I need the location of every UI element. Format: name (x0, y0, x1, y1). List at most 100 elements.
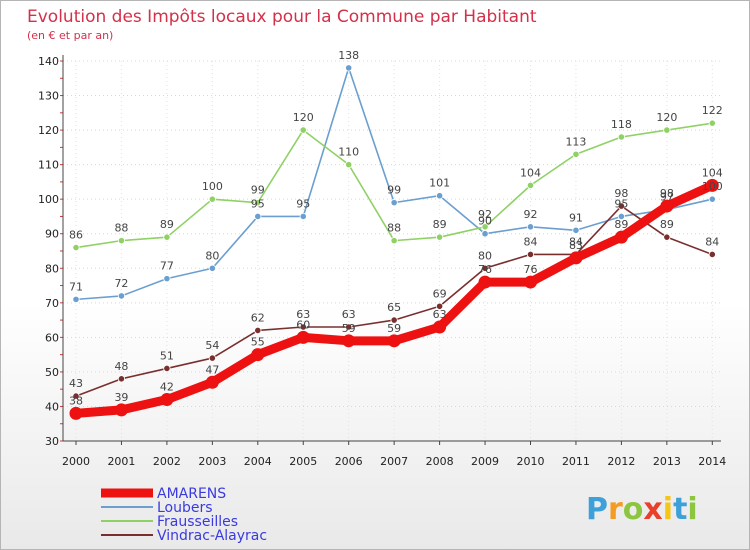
data-point (433, 320, 447, 334)
data-point (526, 223, 535, 231)
data-point (163, 364, 171, 373)
y-tick-label: 120 (38, 124, 59, 137)
legend-label: Frausseilles (157, 514, 238, 530)
data-point (708, 250, 716, 259)
x-tick-label: 2011 (562, 455, 590, 468)
x-tick-label: 2004 (244, 455, 272, 468)
axis-layer: 30 40 50 60 70 80 90 100 110 120 130 140 2000 2001 200… (38, 55, 726, 468)
data-label: 90 (478, 215, 492, 228)
data-point (387, 334, 401, 348)
data-label: 48 (114, 360, 128, 373)
legend: AMARENSLoubersFrausseillesVindrac-Alayra… (101, 486, 267, 544)
data-label: 120 (293, 111, 314, 124)
data-point (524, 275, 537, 289)
data-label: 95 (251, 197, 265, 210)
data-label: 88 (387, 222, 401, 235)
data-label: 120 (656, 111, 677, 124)
data-point (572, 226, 580, 234)
data-label: 80 (205, 249, 219, 262)
y-tick-label: 50 (45, 366, 59, 379)
data-label: 86 (69, 229, 83, 242)
data-point (69, 406, 83, 420)
data-label: 84 (524, 235, 538, 248)
data-point (254, 326, 262, 335)
data-label: 99 (387, 184, 401, 197)
y-tick-label: 90 (45, 228, 59, 241)
data-point (117, 292, 126, 300)
y-tick-label: 60 (45, 331, 59, 344)
data-label: 84 (569, 235, 583, 248)
x-tick-label: 2001 (107, 455, 135, 468)
data-label: 110 (338, 146, 359, 159)
data-point (708, 119, 716, 127)
data-point (163, 275, 171, 283)
logo-letter: x (643, 492, 662, 527)
data-label: 89 (660, 218, 674, 231)
data-label: 54 (205, 339, 219, 352)
data-point (72, 295, 80, 303)
data-point (208, 264, 216, 272)
x-tick-label: 2000 (62, 455, 90, 468)
y-tick-label: 110 (38, 159, 59, 172)
data-point (478, 275, 492, 289)
y-tick-label: 140 (38, 55, 59, 68)
legend-label: Vindrac-Alayrac (157, 528, 267, 544)
data-label: 63 (433, 308, 447, 321)
data-point (254, 212, 262, 221)
data-point (526, 250, 535, 259)
chart-title: Evolution des Impôts locaux pour la Comm… (27, 7, 537, 27)
data-label: 113 (565, 135, 586, 148)
data-label: 63 (296, 308, 310, 321)
data-point (72, 243, 80, 252)
data-point (299, 323, 307, 331)
data-point (208, 195, 216, 203)
data-label: 80 (478, 249, 492, 262)
data-point (663, 126, 671, 134)
series-frausseilles (72, 119, 716, 252)
series-layer (69, 64, 719, 420)
x-tick-label: 2012 (607, 455, 635, 468)
data-point (617, 202, 626, 210)
data-label: 39 (114, 391, 128, 404)
data-label: 92 (478, 208, 492, 221)
data-label: 101 (429, 177, 450, 190)
data-label: 99 (251, 184, 265, 197)
data-label: 42 (160, 381, 174, 394)
data-point (296, 330, 310, 344)
x-tick-label: 2010 (517, 455, 545, 468)
data-label: 97 (660, 191, 674, 204)
data-label: 100 (702, 180, 723, 193)
data-label: 138 (338, 49, 359, 62)
chart-subtitle: (en € et par an) (27, 29, 113, 42)
data-point (481, 223, 489, 231)
data-point (660, 199, 674, 213)
data-point (163, 233, 171, 241)
data-label: 76 (478, 263, 492, 276)
data-label: 88 (114, 222, 128, 235)
y-tick-label: 40 (45, 400, 59, 413)
legend-label: Loubers (157, 500, 213, 516)
data-point (481, 264, 489, 272)
data-label: 72 (114, 277, 128, 290)
data-point (390, 199, 398, 207)
data-point (345, 161, 353, 169)
data-label: 89 (614, 218, 628, 231)
data-point (569, 251, 583, 265)
data-point (708, 195, 716, 203)
x-tick-label: 2006 (335, 455, 363, 468)
data-label: 98 (614, 187, 628, 200)
data-label: 89 (160, 218, 174, 231)
data-point (526, 181, 535, 189)
data-point (208, 354, 216, 362)
data-point (114, 403, 128, 417)
y-tick-label: 30 (45, 435, 59, 448)
data-point (160, 393, 174, 407)
data-label: 55 (251, 336, 265, 349)
data-point (572, 150, 580, 158)
y-tick-label: 80 (45, 262, 59, 275)
data-label: 95 (614, 197, 628, 210)
data-point (299, 126, 307, 134)
